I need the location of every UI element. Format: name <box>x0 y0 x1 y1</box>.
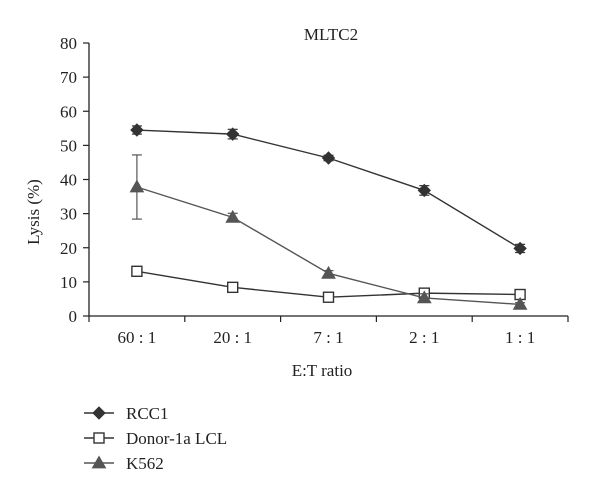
chart-title: MLTC2 <box>304 25 358 44</box>
y-tick-label: 0 <box>69 307 78 326</box>
data-point <box>512 296 528 310</box>
legend-item-1: RCC1 <box>84 404 169 423</box>
y-axis-ticks: 0 10 20 30 40 50 60 70 80 <box>60 34 89 326</box>
data-point <box>130 123 144 137</box>
y-tick-label: 40 <box>60 171 77 190</box>
x-axis-ticks: 60 : 1 20 : 1 7 : 1 2 : 1 1 : 1 <box>88 316 569 347</box>
y-tick-label: 50 <box>60 136 77 155</box>
y-axis-label: Lysis (%) <box>24 179 43 245</box>
legend-item-3: K562 <box>84 454 164 473</box>
series-3 <box>129 154 528 310</box>
data-point <box>225 209 241 223</box>
legend-label: K562 <box>126 454 164 473</box>
data-point <box>225 127 240 141</box>
legend-label: Donor-1a LCL <box>126 429 227 448</box>
y-tick-label: 10 <box>60 273 77 292</box>
x-tick-label: 60 : 1 <box>118 328 157 347</box>
data-point <box>321 151 336 165</box>
y-tick-label: 80 <box>60 34 77 53</box>
data-point <box>416 290 432 304</box>
data-point <box>513 241 527 256</box>
legend-marker <box>92 406 106 420</box>
data-point <box>131 265 143 277</box>
y-tick-label: 20 <box>60 239 77 258</box>
legend-item-2: Donor-1a LCL <box>84 429 227 448</box>
x-tick-label: 2 : 1 <box>409 328 439 347</box>
series-line <box>136 129 521 250</box>
series-layer <box>129 123 528 310</box>
x-tick-label: 7 : 1 <box>313 328 343 347</box>
data-point <box>321 265 336 279</box>
y-tick-label: 60 <box>60 102 77 121</box>
data-point <box>322 291 335 303</box>
series-line <box>136 186 521 306</box>
data-point <box>417 183 432 198</box>
data-point <box>129 179 145 193</box>
series-1 <box>130 123 527 256</box>
y-tick-label: 30 <box>60 205 77 224</box>
legend: RCC1 Donor-1a LCL K562 <box>84 404 227 473</box>
x-tick-label: 1 : 1 <box>505 328 535 347</box>
legend-label: RCC1 <box>126 404 169 423</box>
x-tick-label: 20 : 1 <box>213 328 252 347</box>
data-point <box>226 281 239 294</box>
y-tick-label: 70 <box>60 68 77 87</box>
x-axis-label: E:T ratio <box>292 361 353 380</box>
legend-marker <box>91 455 107 469</box>
legend-marker <box>93 432 105 444</box>
